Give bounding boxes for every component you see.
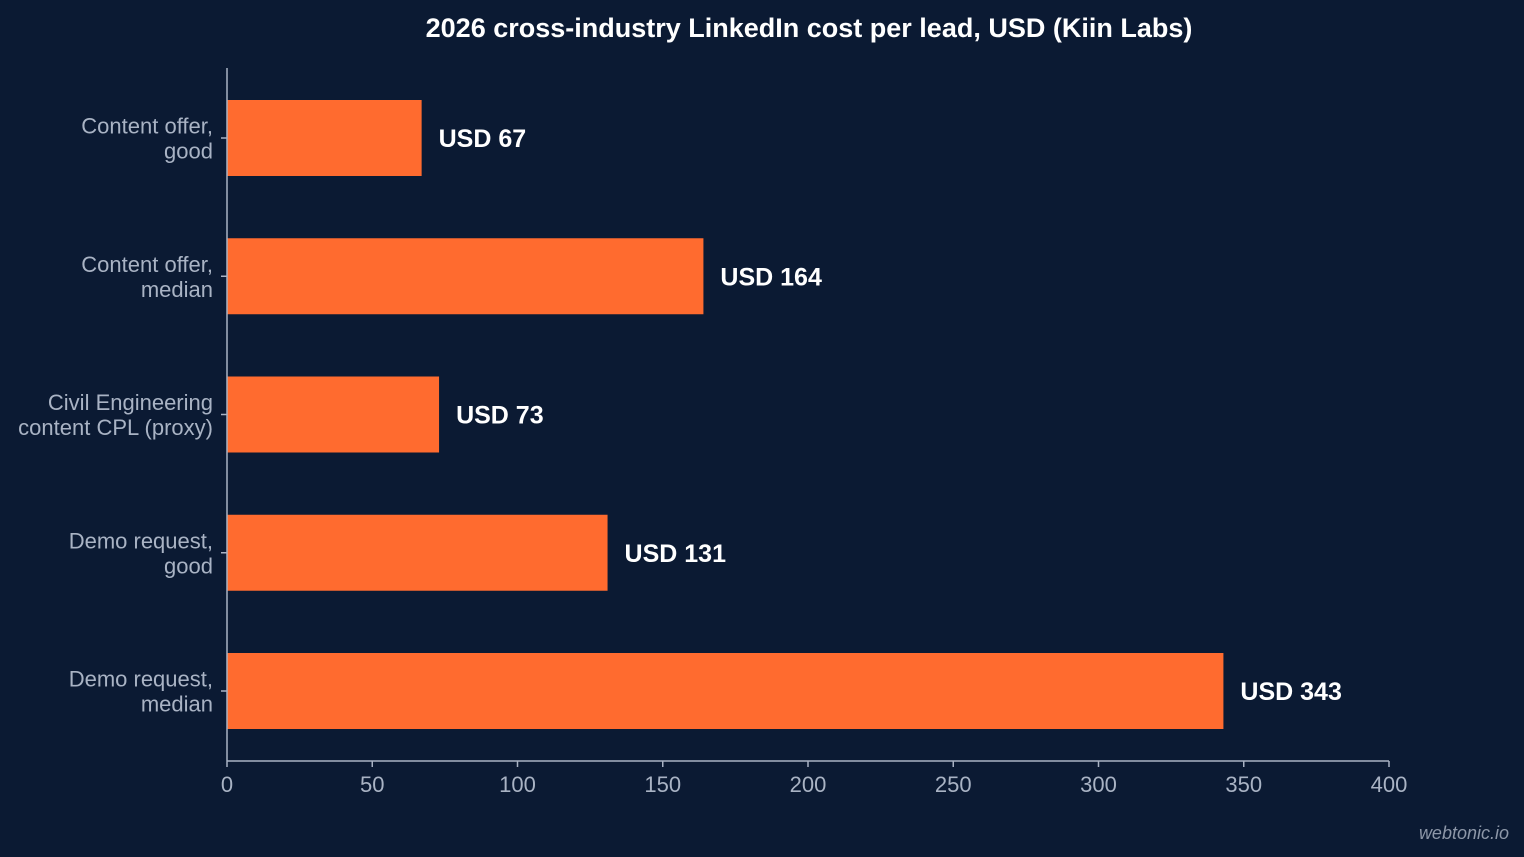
x-tick-label-2: 100 [499,772,536,797]
data-label-2: USD 73 [456,402,544,430]
category-label-3: Demo request, good [69,528,213,578]
x-tick-label-0: 0 [221,772,233,797]
category-label-line: median [141,277,213,302]
bar-2 [227,376,440,453]
x-tick-label-1: 50 [360,772,384,797]
data-label-4: USD 343 [1240,678,1341,706]
bars-group: USD 67 USD 164 USD 73 USD 131 USD 343 [227,100,1342,729]
category-label-line: content CPL (proxy) [18,415,213,440]
category-label-line: Content offer, [81,252,213,277]
category-label-line: Demo request, [69,667,213,692]
bar-4 [227,653,1224,729]
category-label-line: Demo request, [69,528,213,553]
data-label-1: USD 164 [720,263,822,291]
category-label-line: good [164,553,213,578]
x-tick-label-7: 350 [1225,772,1262,797]
bar-1 [227,238,704,315]
x-tick-label-5: 250 [935,772,972,797]
watermark: webtonic.io [1419,823,1509,843]
x-tick-label-6: 300 [1080,772,1117,797]
data-label-3: USD 131 [625,540,727,568]
data-label-0: USD 67 [439,125,527,153]
category-label-1: Content offer, median [81,252,213,302]
category-label-line: good [164,139,213,164]
x-axis: 0 50 100 150 200 250 300 350 400 [221,760,1408,797]
category-label-line: Civil Engineering [48,390,213,415]
category-label-4: Demo request, median [69,667,213,717]
category-label-2: Civil Engineering content CPL (proxy) [18,390,213,440]
category-label-0: Content offer, good [81,114,213,164]
bar-0 [227,100,422,176]
bar-3 [227,514,608,591]
x-tick-label-8: 400 [1371,772,1408,797]
x-tick-label-3: 150 [644,772,681,797]
category-label-line: Content offer, [81,114,213,139]
x-tick-label-4: 200 [790,772,827,797]
chart-title: 2026 cross-industry LinkedIn cost per le… [426,13,1193,43]
category-label-line: median [141,692,213,717]
